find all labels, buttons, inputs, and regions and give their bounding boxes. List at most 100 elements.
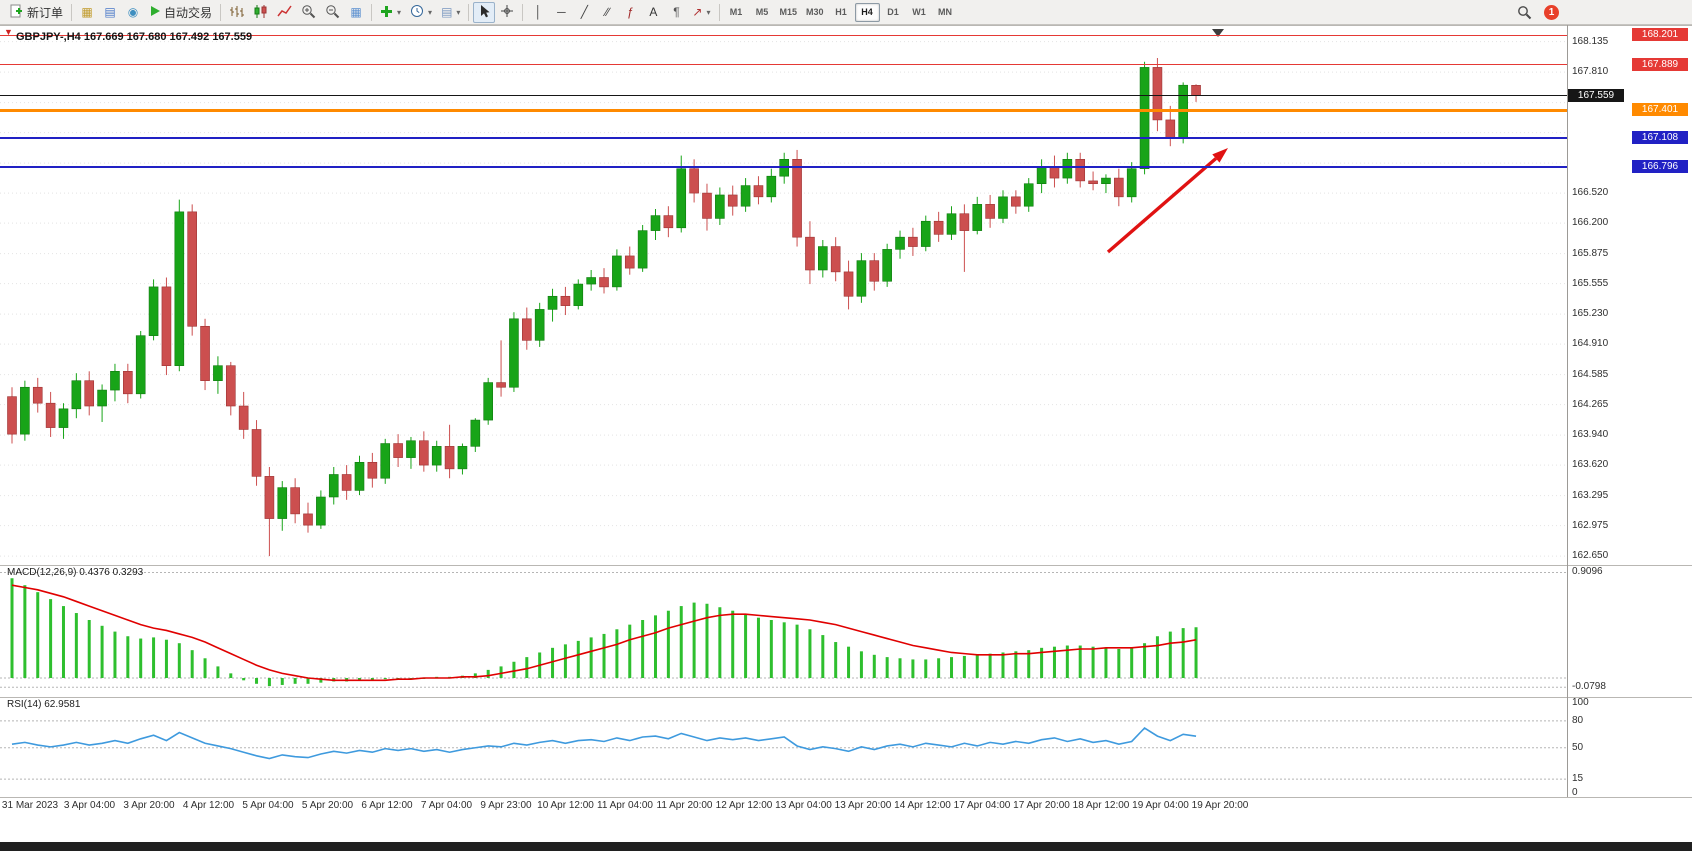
- hline-168.201[interactable]: [0, 34, 1567, 36]
- time-axis-label: 17 Apr 20:00: [1013, 800, 1070, 811]
- bottom-dark-strip: [0, 842, 1692, 851]
- channel-icon: ∕∕: [605, 5, 610, 19]
- price-badge-167.108: 167.108: [1632, 130, 1688, 144]
- price-tick-label: 164.910: [1572, 338, 1609, 350]
- bar-chart-icon: [229, 4, 245, 21]
- bar-chart-button[interactable]: [225, 2, 248, 23]
- timeframe-button-w1[interactable]: W1: [907, 3, 932, 22]
- down-arrow-marker-icon: ▼: [4, 27, 13, 37]
- new-order-button[interactable]: 新订单: [5, 2, 67, 23]
- price-tick-label: 165.230: [1572, 308, 1609, 320]
- fibonacci-icon: ƒ: [627, 5, 634, 19]
- timeframe-button-h1[interactable]: H1: [829, 3, 854, 22]
- time-axis-label: 12 Apr 12:00: [715, 800, 773, 811]
- navigator-icon[interactable]: ▤: [99, 2, 121, 23]
- navigator-icon-icon: ▤: [104, 5, 116, 19]
- toolbar-separator: [468, 3, 470, 21]
- price-tick-label: 162.650: [1572, 550, 1609, 562]
- time-axis-label: 11 Apr 04:00: [597, 800, 653, 811]
- rsi-axis-label: 50: [1572, 741, 1584, 753]
- price-tick-label: 167.810: [1572, 66, 1609, 78]
- vertical-line-button[interactable]: │: [527, 2, 549, 23]
- timeframe-button-d1[interactable]: D1: [881, 3, 906, 22]
- timeframe-button-m15[interactable]: M15: [776, 3, 802, 22]
- terminal-icon[interactable]: ◉: [122, 2, 144, 23]
- tile-windows-icon[interactable]: ▦: [345, 2, 367, 23]
- time-axis-label: 19 Apr 20:00: [1191, 800, 1249, 811]
- line-chart-button[interactable]: [273, 2, 296, 23]
- templates-button[interactable]: ▤ ▾: [437, 2, 464, 23]
- hline-167.889[interactable]: [0, 64, 1567, 66]
- toolbar-separator: [371, 3, 373, 21]
- new-order-icon: [9, 4, 24, 21]
- chart-title: GBPJPY-,H4 167.669 167.680 167.492 167.5…: [16, 31, 253, 43]
- auto-trading-icon: [149, 5, 161, 19]
- cursor-icon: [478, 4, 491, 20]
- cursor-button[interactable]: [473, 1, 496, 23]
- rsi-axis-label: 15: [1572, 773, 1584, 785]
- macd-label: MACD(12,26,9) 0.4376 0.3293: [7, 567, 144, 578]
- macd-axis-max-label: 0.9096: [1572, 566, 1603, 578]
- rsi-axis-label: 0: [1572, 786, 1578, 798]
- indicators-button[interactable]: ▾: [376, 2, 405, 23]
- time-axis-label: 19 Apr 04:00: [1132, 800, 1189, 811]
- rsi-axis-label: 80: [1572, 714, 1584, 726]
- notification-badge[interactable]: 1: [1544, 4, 1559, 20]
- chart-shift-marker[interactable]: [1212, 29, 1224, 37]
- price-tick-label: 168.135: [1572, 35, 1609, 47]
- timeframe-button-m30[interactable]: M30: [802, 3, 828, 22]
- timeframe-button-m1[interactable]: M1: [724, 3, 749, 22]
- price-tick-label: 162.975: [1572, 519, 1609, 531]
- zoom-out-button[interactable]: [321, 2, 344, 23]
- periods-icon: [410, 4, 424, 20]
- text-button[interactable]: A: [642, 2, 664, 23]
- price-tick-label: 165.875: [1572, 247, 1609, 259]
- toolbar-separator: [71, 3, 73, 21]
- trendline-button[interactable]: ╱: [573, 2, 595, 23]
- hline-167.401[interactable]: [0, 108, 1567, 112]
- market-watch-icon[interactable]: ▦: [76, 2, 98, 23]
- time-axis-label: 13 Apr 20:00: [834, 800, 892, 811]
- terminal-icon-icon: ◉: [127, 5, 139, 19]
- periods-button[interactable]: ▾: [406, 2, 436, 23]
- price-badge-167.889: 167.889: [1632, 57, 1688, 71]
- price-tick-label: 163.940: [1572, 429, 1609, 441]
- price-tick-label: 164.585: [1572, 368, 1609, 380]
- hline-167.108[interactable]: [0, 136, 1567, 139]
- horizontal-line-button[interactable]: ─: [550, 2, 572, 23]
- label-icon: ¶: [673, 5, 680, 19]
- price-badge-166.796: 166.796: [1632, 160, 1688, 174]
- candlestick-chart-icon: [253, 4, 268, 21]
- price-tick-label: 163.295: [1572, 489, 1609, 501]
- price-axis-line: [1567, 25, 1568, 797]
- crosshair-button[interactable]: [496, 2, 518, 23]
- zoom-in-icon: [301, 4, 316, 21]
- rsi-panel-separator[interactable]: [0, 697, 1692, 698]
- arrows-icon: ↗: [692, 5, 703, 19]
- zoom-in-button[interactable]: [297, 2, 320, 23]
- fibonacci-button[interactable]: ƒ: [619, 2, 641, 23]
- vertical-line-icon: │: [534, 5, 543, 19]
- price-badge-167.401: 167.401: [1632, 103, 1688, 117]
- new-order-button-label: 新订单: [27, 5, 64, 20]
- time-axis-label: 13 Apr 04:00: [775, 800, 832, 811]
- label-button[interactable]: ¶: [665, 2, 687, 23]
- time-axis-label: 7 Apr 04:00: [420, 800, 473, 811]
- auto-trading-button[interactable]: 自动交易: [145, 2, 216, 23]
- zoom-out-icon: [325, 4, 340, 21]
- search-button[interactable]: [1513, 2, 1536, 23]
- timeframe-button-h4[interactable]: H4: [854, 2, 880, 22]
- macd-panel-separator[interactable]: [0, 565, 1692, 566]
- toolbar-separator: [0, 25, 1692, 26]
- candlestick-chart-button[interactable]: [249, 2, 272, 23]
- arrows-button[interactable]: ↗ ▾: [688, 2, 714, 23]
- hline-166.796[interactable]: [0, 166, 1567, 169]
- current-price-line[interactable]: [0, 95, 1567, 97]
- rsi-axis-label: 100: [1572, 697, 1589, 708]
- channel-button[interactable]: ∕∕: [596, 2, 618, 23]
- timeframe-button-m5[interactable]: M5: [750, 3, 775, 22]
- timeframe-button-mn[interactable]: MN: [933, 3, 958, 22]
- time-axis-label: 17 Apr 04:00: [953, 800, 1011, 811]
- trend-arrow-object[interactable]: [1106, 148, 1228, 254]
